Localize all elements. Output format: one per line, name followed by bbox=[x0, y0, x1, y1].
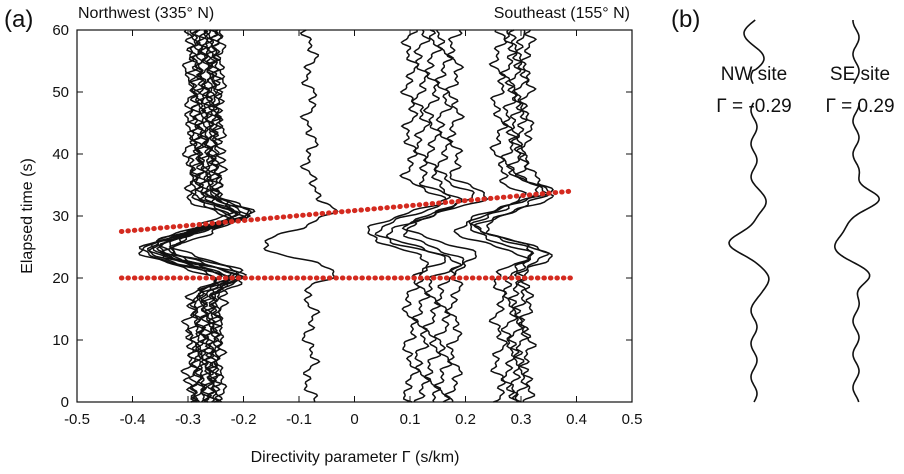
nw-site-label: NW site bbox=[721, 64, 788, 85]
y-tick-label: 30 bbox=[52, 208, 69, 225]
x-tick-label: -0.4 bbox=[120, 411, 146, 428]
x-tick-label: -0.5 bbox=[64, 411, 90, 428]
panel-b-chart: NW site Γ = -0.29 SE site Γ = 0.29 bbox=[716, 19, 895, 403]
se-site-trace bbox=[833, 20, 880, 403]
x-tick-label: 0.5 bbox=[622, 411, 643, 428]
direction-label-southeast: Southeast (155° N) bbox=[494, 5, 630, 22]
se-site-gamma-label: Γ = 0.29 bbox=[825, 96, 894, 117]
y-axis-title: Elapsed time (s) bbox=[19, 158, 36, 274]
waveform-trace bbox=[374, 29, 451, 403]
nw-site-trace bbox=[728, 19, 770, 403]
direction-label-northwest: Northwest (335° N) bbox=[78, 5, 214, 22]
y-tick-label: 0 bbox=[61, 394, 69, 411]
site-trace-group bbox=[728, 19, 880, 403]
x-tick-label: 0.2 bbox=[455, 411, 476, 428]
y-tick-label: 60 bbox=[52, 22, 69, 39]
waveform-trace bbox=[485, 29, 554, 403]
x-tick-label: 0.1 bbox=[400, 411, 421, 428]
waveform-trace bbox=[403, 29, 475, 403]
x-tick-label: 0 bbox=[350, 411, 358, 428]
waveform-trace bbox=[169, 29, 252, 403]
waveform-trace bbox=[367, 29, 447, 403]
panel-a-label: (a) bbox=[4, 6, 33, 33]
x-axis: -0.5 -0.4 -0.3 -0.2 -0.1 0 0.1 0.2 0.3 0.4 0.5 bbox=[64, 30, 642, 428]
red-dotted-reference-line bbox=[118, 188, 574, 234]
waveform-trace bbox=[468, 29, 550, 403]
se-site-label: SE site bbox=[830, 64, 890, 85]
y-axis: 0 10 20 30 40 50 60 bbox=[52, 22, 632, 411]
panel-b-label: (b) bbox=[671, 6, 700, 33]
y-tick-label: 40 bbox=[52, 146, 69, 163]
x-tick-label: -0.2 bbox=[231, 411, 257, 428]
y-tick-label: 50 bbox=[52, 84, 69, 101]
plot-frame bbox=[76, 29, 633, 403]
waveform-trace bbox=[147, 29, 237, 403]
y-tick-label: 20 bbox=[52, 270, 69, 287]
reference-line-group bbox=[118, 188, 574, 281]
trace-group bbox=[138, 29, 555, 403]
waveform-trace bbox=[170, 29, 256, 403]
waveform-trace bbox=[469, 29, 540, 403]
x-tick-label: 0.3 bbox=[511, 411, 532, 428]
waveform-trace bbox=[453, 29, 530, 403]
x-tick-label: -0.1 bbox=[286, 411, 312, 428]
x-tick-label: -0.3 bbox=[175, 411, 201, 428]
panel-a-chart: Northwest (335° N) Southeast (155° N) -0… bbox=[19, 5, 642, 466]
x-axis-title: Directivity parameter Γ (s/km) bbox=[251, 449, 460, 466]
waveform-trace bbox=[401, 29, 489, 402]
y-tick-label: 10 bbox=[52, 332, 69, 349]
x-tick-label: 0.4 bbox=[566, 411, 587, 428]
nw-site-gamma-label: Γ = -0.29 bbox=[716, 96, 791, 117]
